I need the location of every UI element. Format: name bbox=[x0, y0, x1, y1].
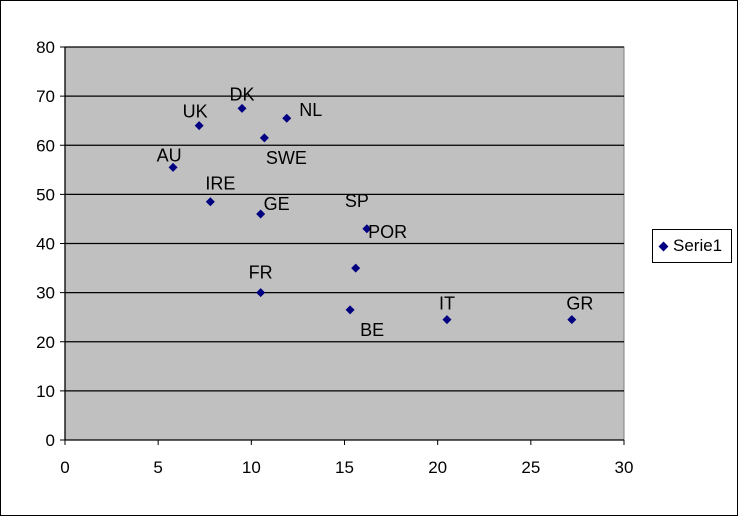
x-tick-label: 0 bbox=[60, 458, 69, 477]
data-point-sp bbox=[362, 224, 372, 234]
x-tick-label: 30 bbox=[615, 458, 634, 477]
y-tick-label: 60 bbox=[36, 136, 55, 155]
point-labels: AU UK DK NL SWE IRE GE SP POR FR BE IT GR bbox=[157, 84, 594, 339]
point-label-dk: DK bbox=[230, 84, 255, 104]
x-tick-label: 25 bbox=[521, 458, 540, 477]
y-tick-label: 50 bbox=[36, 185, 55, 204]
data-points bbox=[168, 103, 577, 325]
legend-marker-icon bbox=[658, 241, 669, 251]
data-point-por bbox=[351, 263, 361, 273]
point-label-ge: GE bbox=[264, 194, 290, 214]
data-point-fr bbox=[256, 288, 266, 298]
data-point-uk bbox=[194, 121, 204, 131]
x-tick-label: 20 bbox=[428, 458, 447, 477]
data-point-ge bbox=[256, 209, 266, 219]
data-point-be bbox=[345, 305, 355, 315]
y-tick-label: 30 bbox=[36, 284, 55, 303]
x-tick-label: 5 bbox=[153, 458, 162, 477]
data-point-gr bbox=[567, 315, 577, 325]
data-point-it bbox=[442, 315, 452, 325]
data-point-ire bbox=[205, 197, 215, 207]
x-tick-label: 10 bbox=[242, 458, 261, 477]
point-label-be: BE bbox=[360, 320, 384, 340]
point-label-it: IT bbox=[439, 294, 455, 314]
point-label-sp: SP bbox=[345, 191, 369, 211]
x-tick-label: 15 bbox=[335, 458, 354, 477]
data-point-nl bbox=[282, 113, 292, 123]
point-label-fr: FR bbox=[249, 263, 273, 283]
data-point-au bbox=[168, 162, 178, 172]
point-label-uk: UK bbox=[183, 102, 208, 122]
legend: Serie1 bbox=[652, 229, 732, 263]
x-axis-ticks: 0 5 10 15 20 25 30 bbox=[60, 440, 633, 477]
point-label-nl: NL bbox=[299, 100, 322, 120]
point-label-swe: SWE bbox=[266, 148, 307, 168]
data-point-dk bbox=[237, 103, 247, 113]
y-tick-label: 70 bbox=[36, 87, 55, 106]
y-tick-label: 0 bbox=[46, 431, 55, 450]
point-label-ire: IRE bbox=[205, 174, 235, 194]
y-tick-label: 20 bbox=[36, 333, 55, 352]
data-point-swe bbox=[259, 133, 269, 143]
y-tick-label: 40 bbox=[36, 235, 55, 254]
point-label-gr: GR bbox=[566, 294, 593, 314]
y-tick-label: 10 bbox=[36, 382, 55, 401]
point-label-por: POR bbox=[368, 222, 407, 242]
legend-entry-label: Serie1 bbox=[673, 236, 723, 255]
y-axis-ticks: 0 10 20 30 40 50 60 70 80 bbox=[36, 38, 65, 450]
gridlines bbox=[65, 46, 624, 392]
y-tick-label: 80 bbox=[36, 38, 55, 57]
point-label-au: AU bbox=[157, 145, 182, 165]
